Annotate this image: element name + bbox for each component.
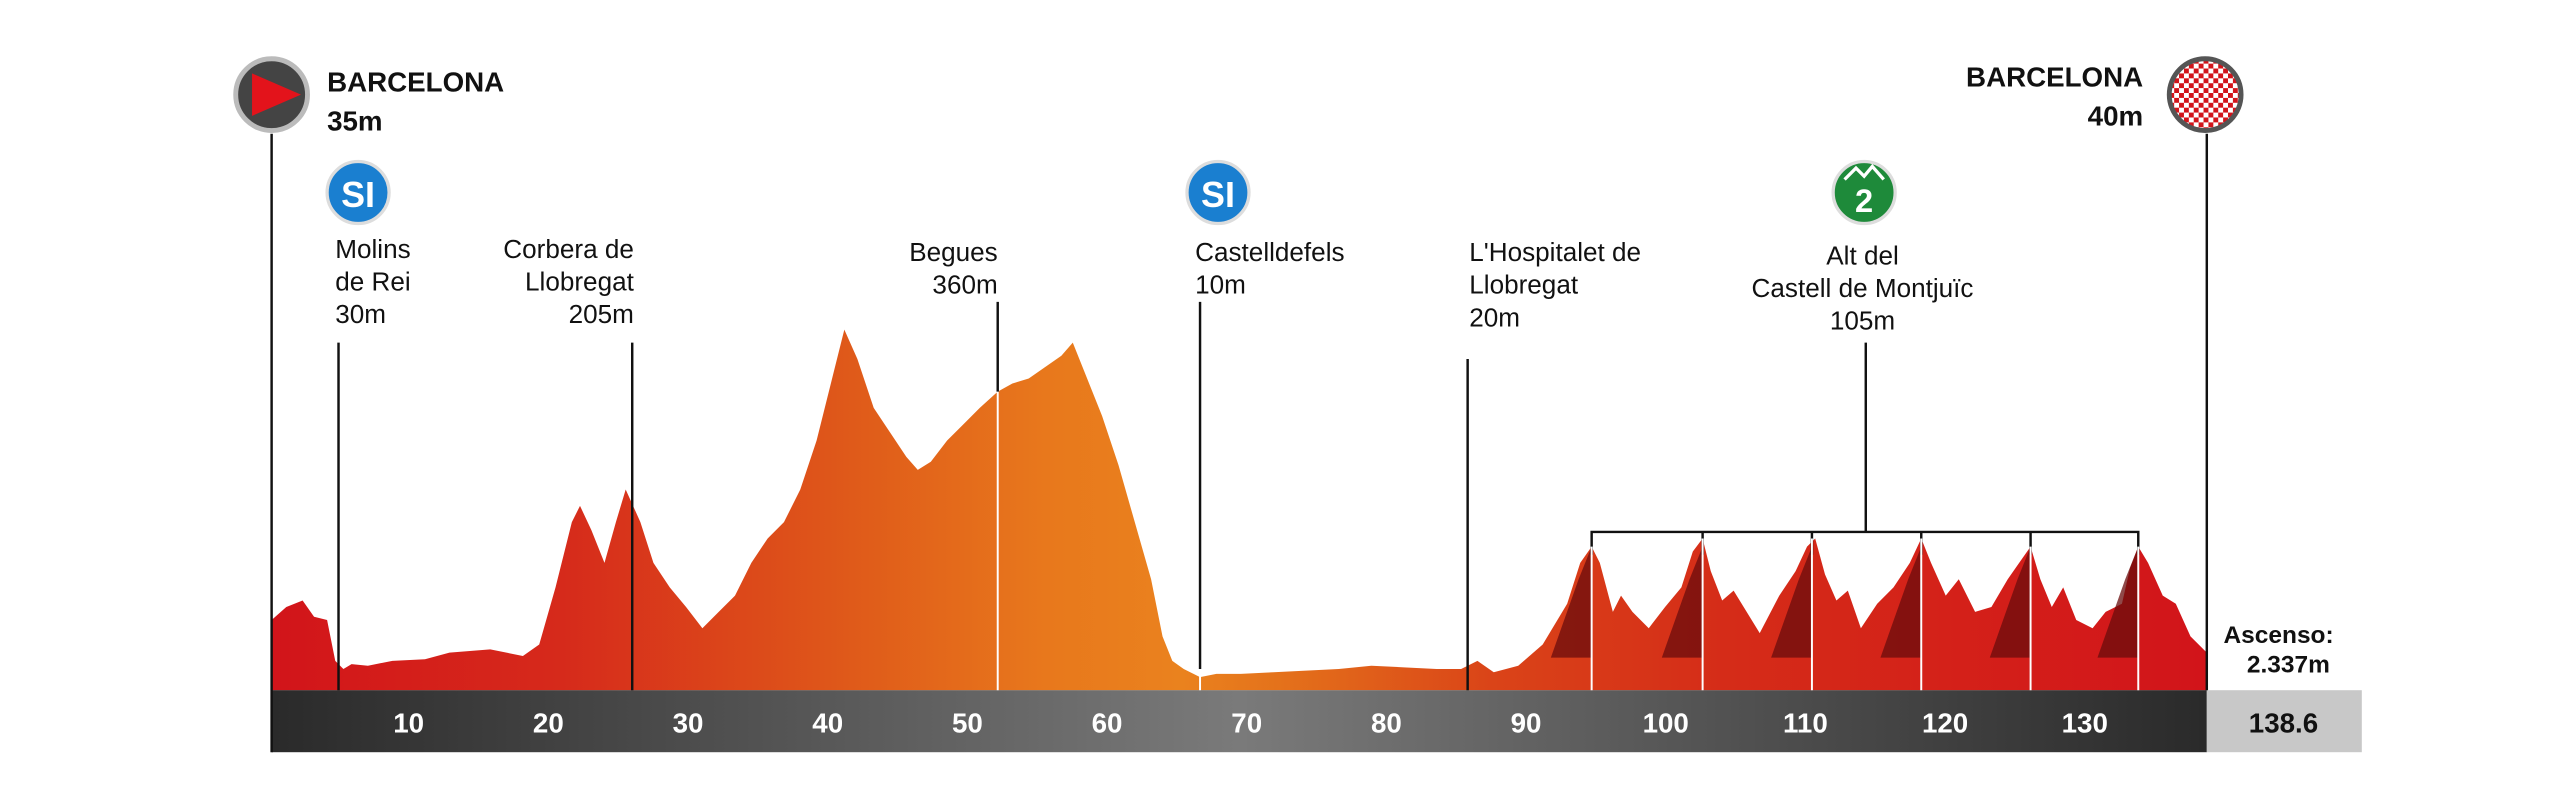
start-altitude: 35m	[327, 106, 382, 137]
climb-dark	[1661, 546, 1703, 658]
waypoint-label: 105m	[1830, 306, 1895, 336]
badge-text: SI	[341, 175, 375, 215]
waypoint-label: 360m	[932, 270, 997, 300]
climb-shading	[1550, 546, 2139, 658]
waypoint-label: Begues	[909, 237, 998, 267]
distance-tick-label: 60	[1092, 708, 1123, 739]
waypoint-label: 30m	[335, 299, 386, 329]
climb-dark	[2097, 546, 2139, 658]
climb-dark	[1989, 546, 2031, 658]
distance-tick-label: 130	[2062, 708, 2108, 739]
badge-text: SI	[1201, 175, 1235, 215]
waypoint-label: Corbera de	[503, 234, 634, 264]
distance-tick-label: 90	[1511, 708, 1542, 739]
distance-tick-label: 120	[1922, 708, 1968, 739]
waypoint-label: L'Hospitalet de	[1469, 237, 1641, 267]
distance-tick-label: 10	[393, 708, 424, 739]
waypoint-label: Castell de Montjuïc	[1752, 273, 1974, 303]
distance-tick-label: 50	[952, 708, 983, 739]
climb-dark	[1880, 546, 1922, 658]
waypoint-label: de Rei	[335, 266, 410, 296]
total-distance: 138.6	[2249, 708, 2318, 739]
start-name: BARCELONA	[327, 66, 504, 97]
climb-dark	[1550, 546, 1592, 658]
waypoint-label: Alt del	[1826, 240, 1899, 270]
distance-tick-label: 30	[673, 708, 704, 739]
distance-tick-label: 100	[1643, 708, 1689, 739]
climb-dark	[1771, 546, 1812, 658]
waypoint-label: Castelldefels	[1195, 237, 1344, 267]
badge	[325, 159, 391, 226]
elevation-profile	[271, 329, 2207, 691]
lap-lines	[1590, 538, 2140, 691]
ascent-value: 2.337m	[2247, 651, 2330, 678]
distance-tick-label: 40	[812, 708, 843, 739]
distance-tick-label: 110	[1783, 708, 1828, 739]
waypoint-label: 10m	[1195, 270, 1246, 300]
finish-name: BARCELONA	[1966, 61, 2143, 92]
total-box	[2206, 690, 2362, 753]
distance-tick-label: 20	[533, 708, 564, 739]
waypoint-label: Llobregat	[525, 266, 635, 296]
ascent-label: Ascenso:	[2224, 622, 2334, 649]
finish-icon	[2166, 56, 2244, 133]
waypoint-label: 205m	[569, 299, 634, 329]
badge	[1185, 159, 1251, 226]
waypoint-label: Llobregat	[1469, 270, 1579, 300]
distance-tick-label: 80	[1371, 708, 1402, 739]
distance-bar	[271, 690, 2207, 753]
start-arrow	[252, 73, 301, 116]
badge-text: 2	[1855, 182, 1873, 219]
distance-tick-label: 70	[1231, 708, 1262, 739]
badge-peak	[1843, 163, 1885, 181]
waypoint-label: 20m	[1469, 302, 1520, 332]
finish-altitude: 40m	[2088, 101, 2143, 132]
waypoint-label: Molins	[335, 234, 410, 264]
circuit-bracket	[1590, 342, 2140, 555]
